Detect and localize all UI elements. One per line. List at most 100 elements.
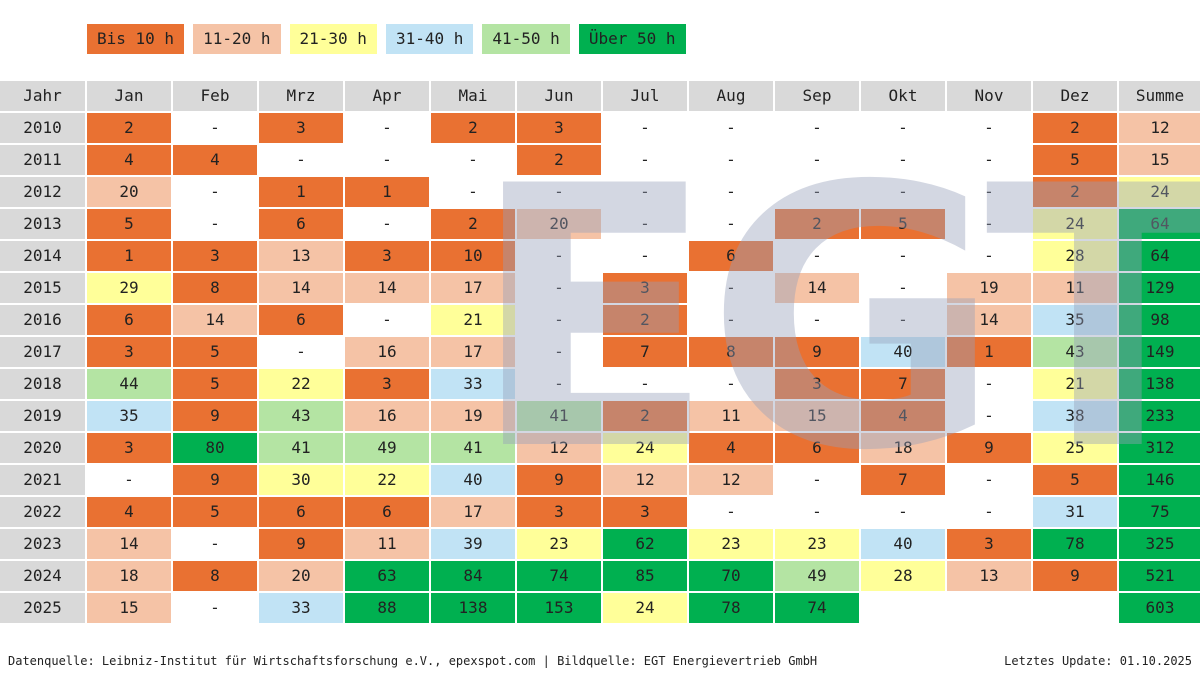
hours-cell: 49 bbox=[345, 433, 429, 463]
table-row: 2015 29 8 14 14 17-3-14-19 11 129 bbox=[0, 273, 1200, 303]
legend-item: Über 50 h bbox=[578, 24, 686, 54]
sum-cell: 12 bbox=[1119, 113, 1200, 143]
hours-cell: 5 bbox=[173, 497, 257, 527]
hours-cell: 2 bbox=[603, 401, 687, 431]
hours-cell: 2 bbox=[603, 305, 687, 335]
column-header: Jul bbox=[603, 81, 687, 111]
hours-cell: 6 bbox=[259, 209, 343, 239]
sum-cell: 149 bbox=[1119, 337, 1200, 367]
year-cell: 2011 bbox=[0, 145, 85, 175]
hours-cell: - bbox=[345, 145, 429, 175]
hours-cell: 18 bbox=[861, 433, 945, 463]
table-row: 2010 2-3-2 3- - - - -2 12 bbox=[0, 113, 1200, 143]
year-cell: 2010 bbox=[0, 113, 85, 143]
hours-cell: - bbox=[689, 113, 773, 143]
hours-cell: 33 bbox=[431, 369, 515, 399]
hours-cell: - bbox=[861, 273, 945, 303]
last-update: Letztes Update: 01.10.2025 bbox=[1004, 654, 1192, 668]
legend-item: 41-50 h bbox=[482, 24, 570, 54]
hours-cell: - bbox=[775, 305, 859, 335]
hours-cell: 6 bbox=[689, 241, 773, 271]
hours-cell: - bbox=[517, 273, 601, 303]
hours-cell: - bbox=[259, 145, 343, 175]
table-row: 2012 20-1 1- - - - - - -2 24 bbox=[0, 177, 1200, 207]
hours-cell: 7 bbox=[861, 465, 945, 495]
hours-cell: 12 bbox=[517, 433, 601, 463]
hours-cell: 2 bbox=[87, 113, 171, 143]
hours-cell: 16 bbox=[345, 401, 429, 431]
column-header: Mai bbox=[431, 81, 515, 111]
hours-cell: 5 bbox=[173, 369, 257, 399]
column-header: Summe bbox=[1119, 81, 1200, 111]
hours-cell: - bbox=[173, 113, 257, 143]
hours-cell: 11 bbox=[345, 529, 429, 559]
hours-cell: 14 bbox=[173, 305, 257, 335]
hours-cell: 88 bbox=[345, 593, 429, 623]
hours-cell: - bbox=[947, 145, 1031, 175]
hours-cell: 9 bbox=[173, 401, 257, 431]
hours-cell: - bbox=[345, 113, 429, 143]
hours-cell: 14 bbox=[947, 305, 1031, 335]
column-header: Jahr bbox=[0, 81, 85, 111]
hours-cell: 4 bbox=[87, 497, 171, 527]
sum-cell: 15 bbox=[1119, 145, 1200, 175]
hours-cell: - bbox=[517, 369, 601, 399]
hours-cell: 3 bbox=[345, 241, 429, 271]
hours-cell: - bbox=[947, 209, 1031, 239]
hours-cell: - bbox=[345, 305, 429, 335]
hours-cell: 5 bbox=[87, 209, 171, 239]
hours-cell: 18 bbox=[87, 561, 171, 591]
sum-cell: 64 bbox=[1119, 241, 1200, 271]
column-header: Aug bbox=[689, 81, 773, 111]
hours-cell: - bbox=[87, 465, 171, 495]
hours-cell: - bbox=[259, 337, 343, 367]
hours-cell: 23 bbox=[775, 529, 859, 559]
hours-cell: 74 bbox=[517, 561, 601, 591]
hours-cell: 15 bbox=[87, 593, 171, 623]
sum-cell: 24 bbox=[1119, 177, 1200, 207]
year-cell: 2015 bbox=[0, 273, 85, 303]
hours-cell: - bbox=[947, 369, 1031, 399]
hours-cell bbox=[1033, 593, 1117, 623]
hours-cell: 20 bbox=[259, 561, 343, 591]
hours-cell: 43 bbox=[259, 401, 343, 431]
hours-cell: 153 bbox=[517, 593, 601, 623]
column-header: Apr bbox=[345, 81, 429, 111]
sum-cell: 146 bbox=[1119, 465, 1200, 495]
legend: Bis 10 h 11-20 h 21-30 h 31-40 h 41-50 h Über… bbox=[87, 24, 686, 54]
hours-cell: - bbox=[689, 305, 773, 335]
hours-cell: 63 bbox=[345, 561, 429, 591]
table-row: 2021-9 30 22 40 9 12 12-7-5 146 bbox=[0, 465, 1200, 495]
hours-cell: 41 bbox=[517, 401, 601, 431]
hours-cell: - bbox=[775, 145, 859, 175]
hours-cell: 85 bbox=[603, 561, 687, 591]
table-row: 2016 6 14 6-21-2- - -14 35 98 bbox=[0, 305, 1200, 335]
hours-cell: 80 bbox=[173, 433, 257, 463]
year-cell: 2016 bbox=[0, 305, 85, 335]
year-cell: 2021 bbox=[0, 465, 85, 495]
hours-cell: 19 bbox=[431, 401, 515, 431]
hours-cell: 11 bbox=[689, 401, 773, 431]
hours-cell: 14 bbox=[259, 273, 343, 303]
data-source-note: Datenquelle: Leibniz-Institut für Wirtsc… bbox=[8, 654, 818, 668]
hours-cell: 17 bbox=[431, 337, 515, 367]
column-header: Mrz bbox=[259, 81, 343, 111]
hours-cell: - bbox=[603, 209, 687, 239]
hours-cell: 4 bbox=[861, 401, 945, 431]
hours-cell: 11 bbox=[1033, 273, 1117, 303]
year-cell: 2024 bbox=[0, 561, 85, 591]
column-header: Dez bbox=[1033, 81, 1117, 111]
hours-cell: 9 bbox=[1033, 561, 1117, 591]
hours-cell: - bbox=[861, 305, 945, 335]
hours-cell: - bbox=[947, 465, 1031, 495]
hours-cell: 24 bbox=[603, 433, 687, 463]
hours-cell: 2 bbox=[431, 113, 515, 143]
hours-cell: - bbox=[603, 369, 687, 399]
hours-cell: 4 bbox=[173, 145, 257, 175]
hours-cell: - bbox=[431, 177, 515, 207]
hours-cell: - bbox=[861, 177, 945, 207]
hours-cell: 38 bbox=[1033, 401, 1117, 431]
hours-cell: 13 bbox=[947, 561, 1031, 591]
hours-cell: 3 bbox=[259, 113, 343, 143]
hours-cell: 9 bbox=[775, 337, 859, 367]
